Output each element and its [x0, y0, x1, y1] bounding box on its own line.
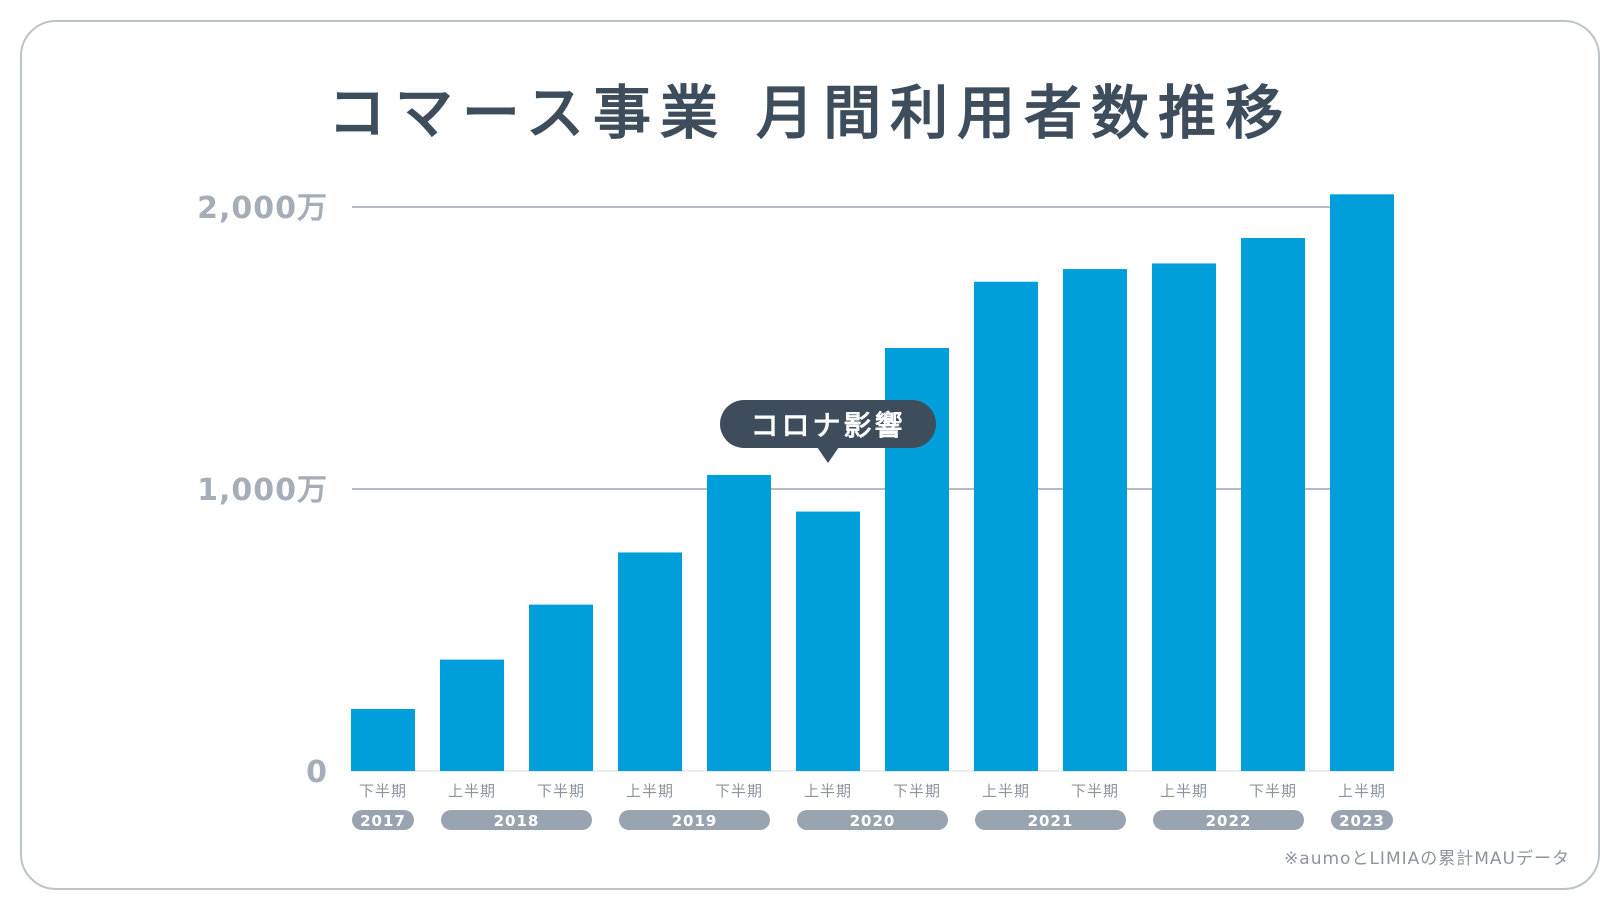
bar-11 — [1330, 194, 1394, 771]
y-tick-label: 2,000万 — [197, 191, 328, 226]
bar-9 — [1152, 263, 1216, 771]
period-labels: 下半期 上半期 下半期 上半期 下半期 上半期 下半期 上半期 下半期 上半期 下半期 上半期 — [359, 782, 1386, 800]
x-tick-label: 下半期 — [359, 782, 407, 800]
y-tick-label: 0 — [306, 755, 328, 790]
callout-pointer — [817, 447, 839, 463]
year-pill-2021 — [975, 810, 1126, 830]
x-tick-label: 上半期 — [448, 782, 496, 800]
x-tick-label: 下半期 — [715, 782, 763, 800]
year-label: 2020 — [850, 812, 896, 830]
bar-0 — [351, 708, 415, 771]
year-pill-2020 — [797, 810, 948, 830]
year-labels: 2017 2018 2019 2020 2021 2022 2023 — [352, 810, 1393, 830]
bar-7 — [974, 281, 1038, 771]
year-label: 2021 — [1028, 812, 1074, 830]
x-tick-label: 下半期 — [1071, 782, 1119, 800]
year-pill-2017 — [352, 810, 414, 830]
bar-1 — [440, 659, 504, 771]
annotations: コロナ影響 — [720, 400, 936, 463]
bar-10 — [1241, 238, 1305, 771]
bar-4 — [707, 474, 771, 771]
bars — [351, 194, 1394, 771]
year-label: 2022 — [1206, 812, 1252, 830]
year-pill-2019 — [619, 810, 770, 830]
bar-5 — [796, 511, 860, 771]
y-axis-labels: 0 1,000万 2,000万 — [197, 191, 328, 790]
x-tick-label: 下半期 — [537, 782, 585, 800]
callout-text: コロナ影響 — [750, 409, 905, 442]
year-label: 2019 — [672, 812, 718, 830]
x-tick-label: 上半期 — [626, 782, 674, 800]
x-tick-label: 上半期 — [804, 782, 852, 800]
year-pill-2023 — [1331, 810, 1393, 830]
callout-covid: コロナ影響 — [720, 400, 936, 463]
bar-3 — [618, 552, 682, 771]
x-tick-label: 下半期 — [893, 782, 941, 800]
x-tick-label: 上半期 — [1338, 782, 1386, 800]
gridlines — [350, 206, 1392, 772]
bar-2 — [529, 604, 593, 771]
footnote: ※aumoとLIMIAの累計MAUデータ — [1284, 849, 1570, 869]
year-label: 2017 — [360, 812, 406, 830]
year-label: 2018 — [494, 812, 540, 830]
x-tick-label: 上半期 — [1160, 782, 1208, 800]
year-pill-2022 — [1153, 810, 1304, 830]
x-tick-label: 上半期 — [982, 782, 1030, 800]
y-tick-label: 1,000万 — [197, 473, 328, 508]
callout-bubble — [720, 400, 936, 448]
chart-title: コマース事業 月間利用者数推移 — [327, 79, 1293, 147]
year-label: 2023 — [1339, 812, 1385, 830]
year-pill-2018 — [441, 810, 592, 830]
bar-8 — [1063, 269, 1127, 771]
x-tick-label: 下半期 — [1249, 782, 1297, 800]
